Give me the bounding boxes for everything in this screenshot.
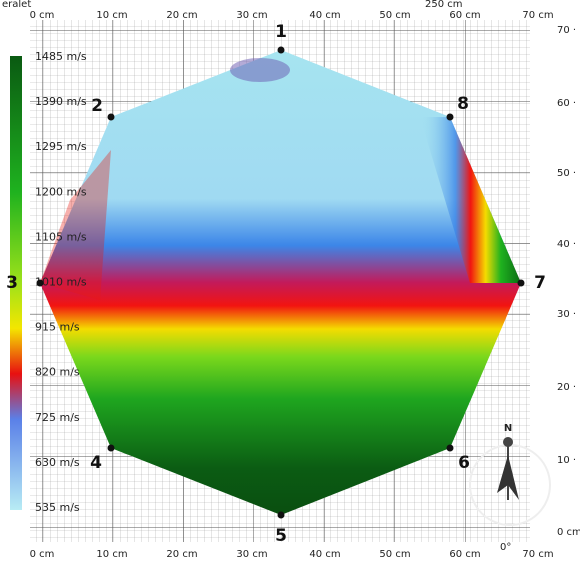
legend-label: 1010 m/s [35, 276, 87, 289]
legend-label: 1485 m/s [35, 50, 87, 63]
sensor-label: 4 [90, 453, 102, 473]
sensor-label: 1 [275, 22, 287, 42]
legend-label: 630 m/s [35, 456, 80, 469]
bottom-axis-label: 60 cm [449, 549, 480, 560]
sensor-dot [107, 113, 115, 121]
sensor-dot [446, 113, 454, 121]
bottom-axis-label: 70 cm [522, 549, 553, 560]
velocity-field-edge [420, 117, 521, 283]
velocity-field-edge [40, 150, 111, 300]
right-axis-label: 50 · [557, 168, 576, 179]
top-axis-label: 10 cm [96, 10, 127, 21]
legend-label: 1390 m/s [35, 95, 87, 108]
bottom-axis-label: 40 cm [309, 549, 340, 560]
bottom-axis-label: 0 cm [30, 549, 55, 560]
sensor-label: 5 [275, 526, 287, 546]
legend-label: 535 m/s [35, 501, 80, 514]
sensor-dot [517, 279, 525, 287]
velocity-field-spot [230, 58, 290, 82]
color-scale [10, 56, 22, 510]
top-axis-label: 70 cm [522, 10, 553, 21]
top-axis-label: 40 cm [309, 10, 340, 21]
compass-label: N [504, 423, 512, 434]
top-axis-label: 60 cm [449, 10, 480, 21]
legend-label: 1200 m/s [35, 185, 87, 198]
sensor-dot [107, 444, 115, 452]
sensor-dot [277, 46, 285, 54]
legend-label: 915 m/s [35, 321, 80, 334]
right-axis-label: 60 · [557, 98, 576, 109]
right-axis-label: 30 · [557, 309, 576, 320]
right-axis-label: 40 · [557, 239, 576, 250]
right-axis-label: 70 · [557, 25, 576, 36]
bottom-axis-label: 50 cm [379, 549, 410, 560]
bottom-axis-label: 10 cm [96, 549, 127, 560]
sensor-label: 8 [457, 94, 469, 114]
bottom-axis-label: 30 cm [236, 549, 267, 560]
right-axis-label: 20 · [557, 382, 576, 393]
sensor-label: 2 [91, 96, 103, 116]
legend-label: 1105 m/s [35, 230, 87, 243]
legend-label: 820 m/s [35, 366, 80, 379]
compass-arrow [497, 455, 519, 500]
right-axis-label: 10 · [557, 455, 576, 466]
sensor-label: 6 [458, 453, 470, 473]
legend-label: 1295 m/s [35, 140, 87, 153]
top-axis-label: 20 cm [166, 10, 197, 21]
angle-label: 0° [500, 542, 511, 553]
compass-pivot [503, 437, 513, 447]
right-axis-label: 0 cm [557, 527, 580, 538]
header-text: eralet [2, 0, 31, 10]
top-axis-label: 30 cm [236, 10, 267, 21]
header-text: 250 cm [425, 0, 463, 10]
legend-label: 725 m/s [35, 411, 80, 424]
sensor-label: 7 [534, 273, 546, 293]
sensor-label: 3 [6, 273, 18, 293]
top-axis-label: 50 cm [379, 10, 410, 21]
sensor-dot [36, 279, 44, 287]
bottom-axis-label: 20 cm [166, 549, 197, 560]
sensor-dot [446, 444, 454, 452]
sensor-dot [277, 511, 285, 519]
velocity-field [40, 50, 521, 515]
top-axis-label: 0 cm [30, 10, 55, 21]
